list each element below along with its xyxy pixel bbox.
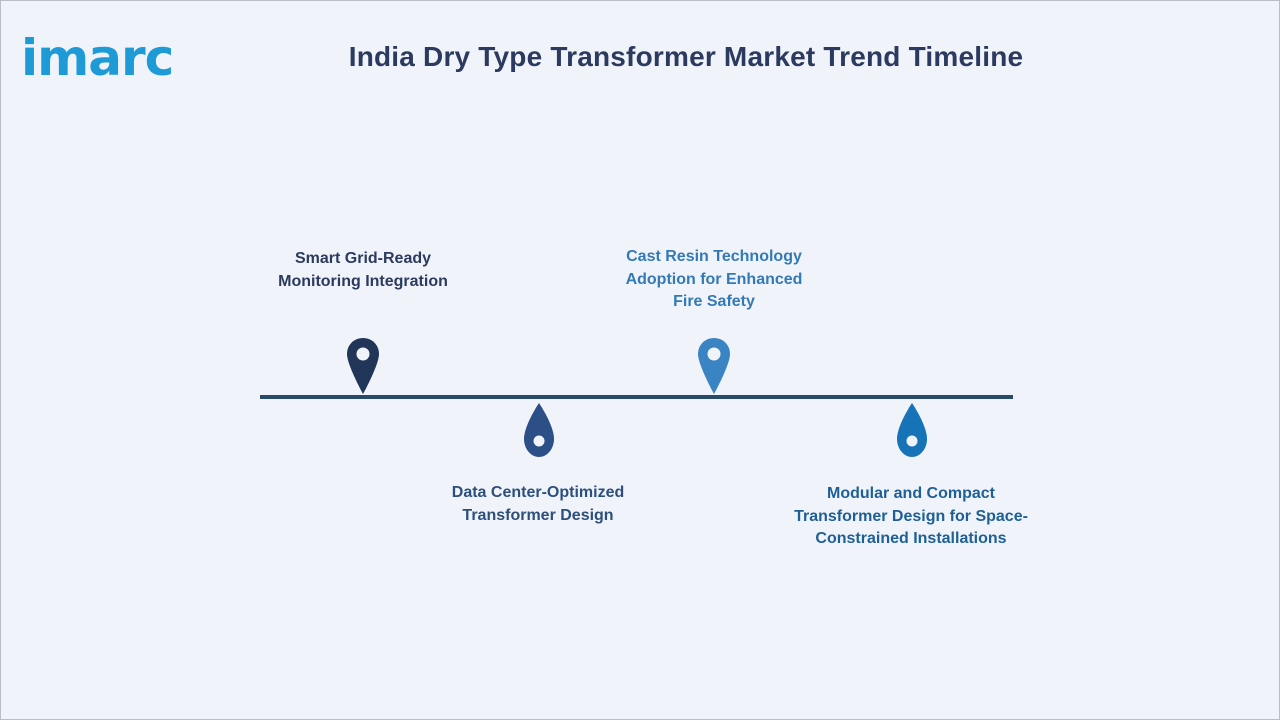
milestone-2-drop-icon [522,401,556,459]
milestone-2-label: Data Center-Optimized Transformer Design [418,482,658,527]
milestone-4-line-3: Constrained Installations [815,530,1007,547]
milestone-3-line-1: Cast Resin Technology [626,248,802,265]
milestone-4-label: Modular and Compact Transformer Design f… [771,483,1051,551]
milestone-3-line-3: Fire Safety [673,293,755,310]
milestone-3-pin-icon [697,337,731,395]
milestone-2-line-2: Transformer Design [462,506,614,524]
milestone-3-label: Cast Resin Technology Adoption for Enhan… [584,246,844,314]
imarc-logo: imarc [21,17,206,81]
logo-wordmark: imarc [21,29,173,81]
milestone-1-line-2: Monitoring Integration [278,272,448,290]
milestone-1-label: Smart Grid-Ready Monitoring Integration [243,248,483,293]
timeline-axis [260,395,1013,399]
page-title: India Dry Type Transformer Market Trend … [348,41,1024,72]
milestone-1-line-1: Smart Grid-Ready [294,250,432,267]
milestone-4-line-2: Transformer Design for Space- [794,507,1028,525]
milestone-4-line-1: Modular and Compact [826,485,995,502]
milestone-3-line-2: Adoption for Enhanced [625,270,803,288]
milestone-4-drop-icon [895,401,929,459]
milestone-1-pin-icon [346,337,380,395]
milestone-2-line-1: Data Center-Optimized [451,484,625,501]
